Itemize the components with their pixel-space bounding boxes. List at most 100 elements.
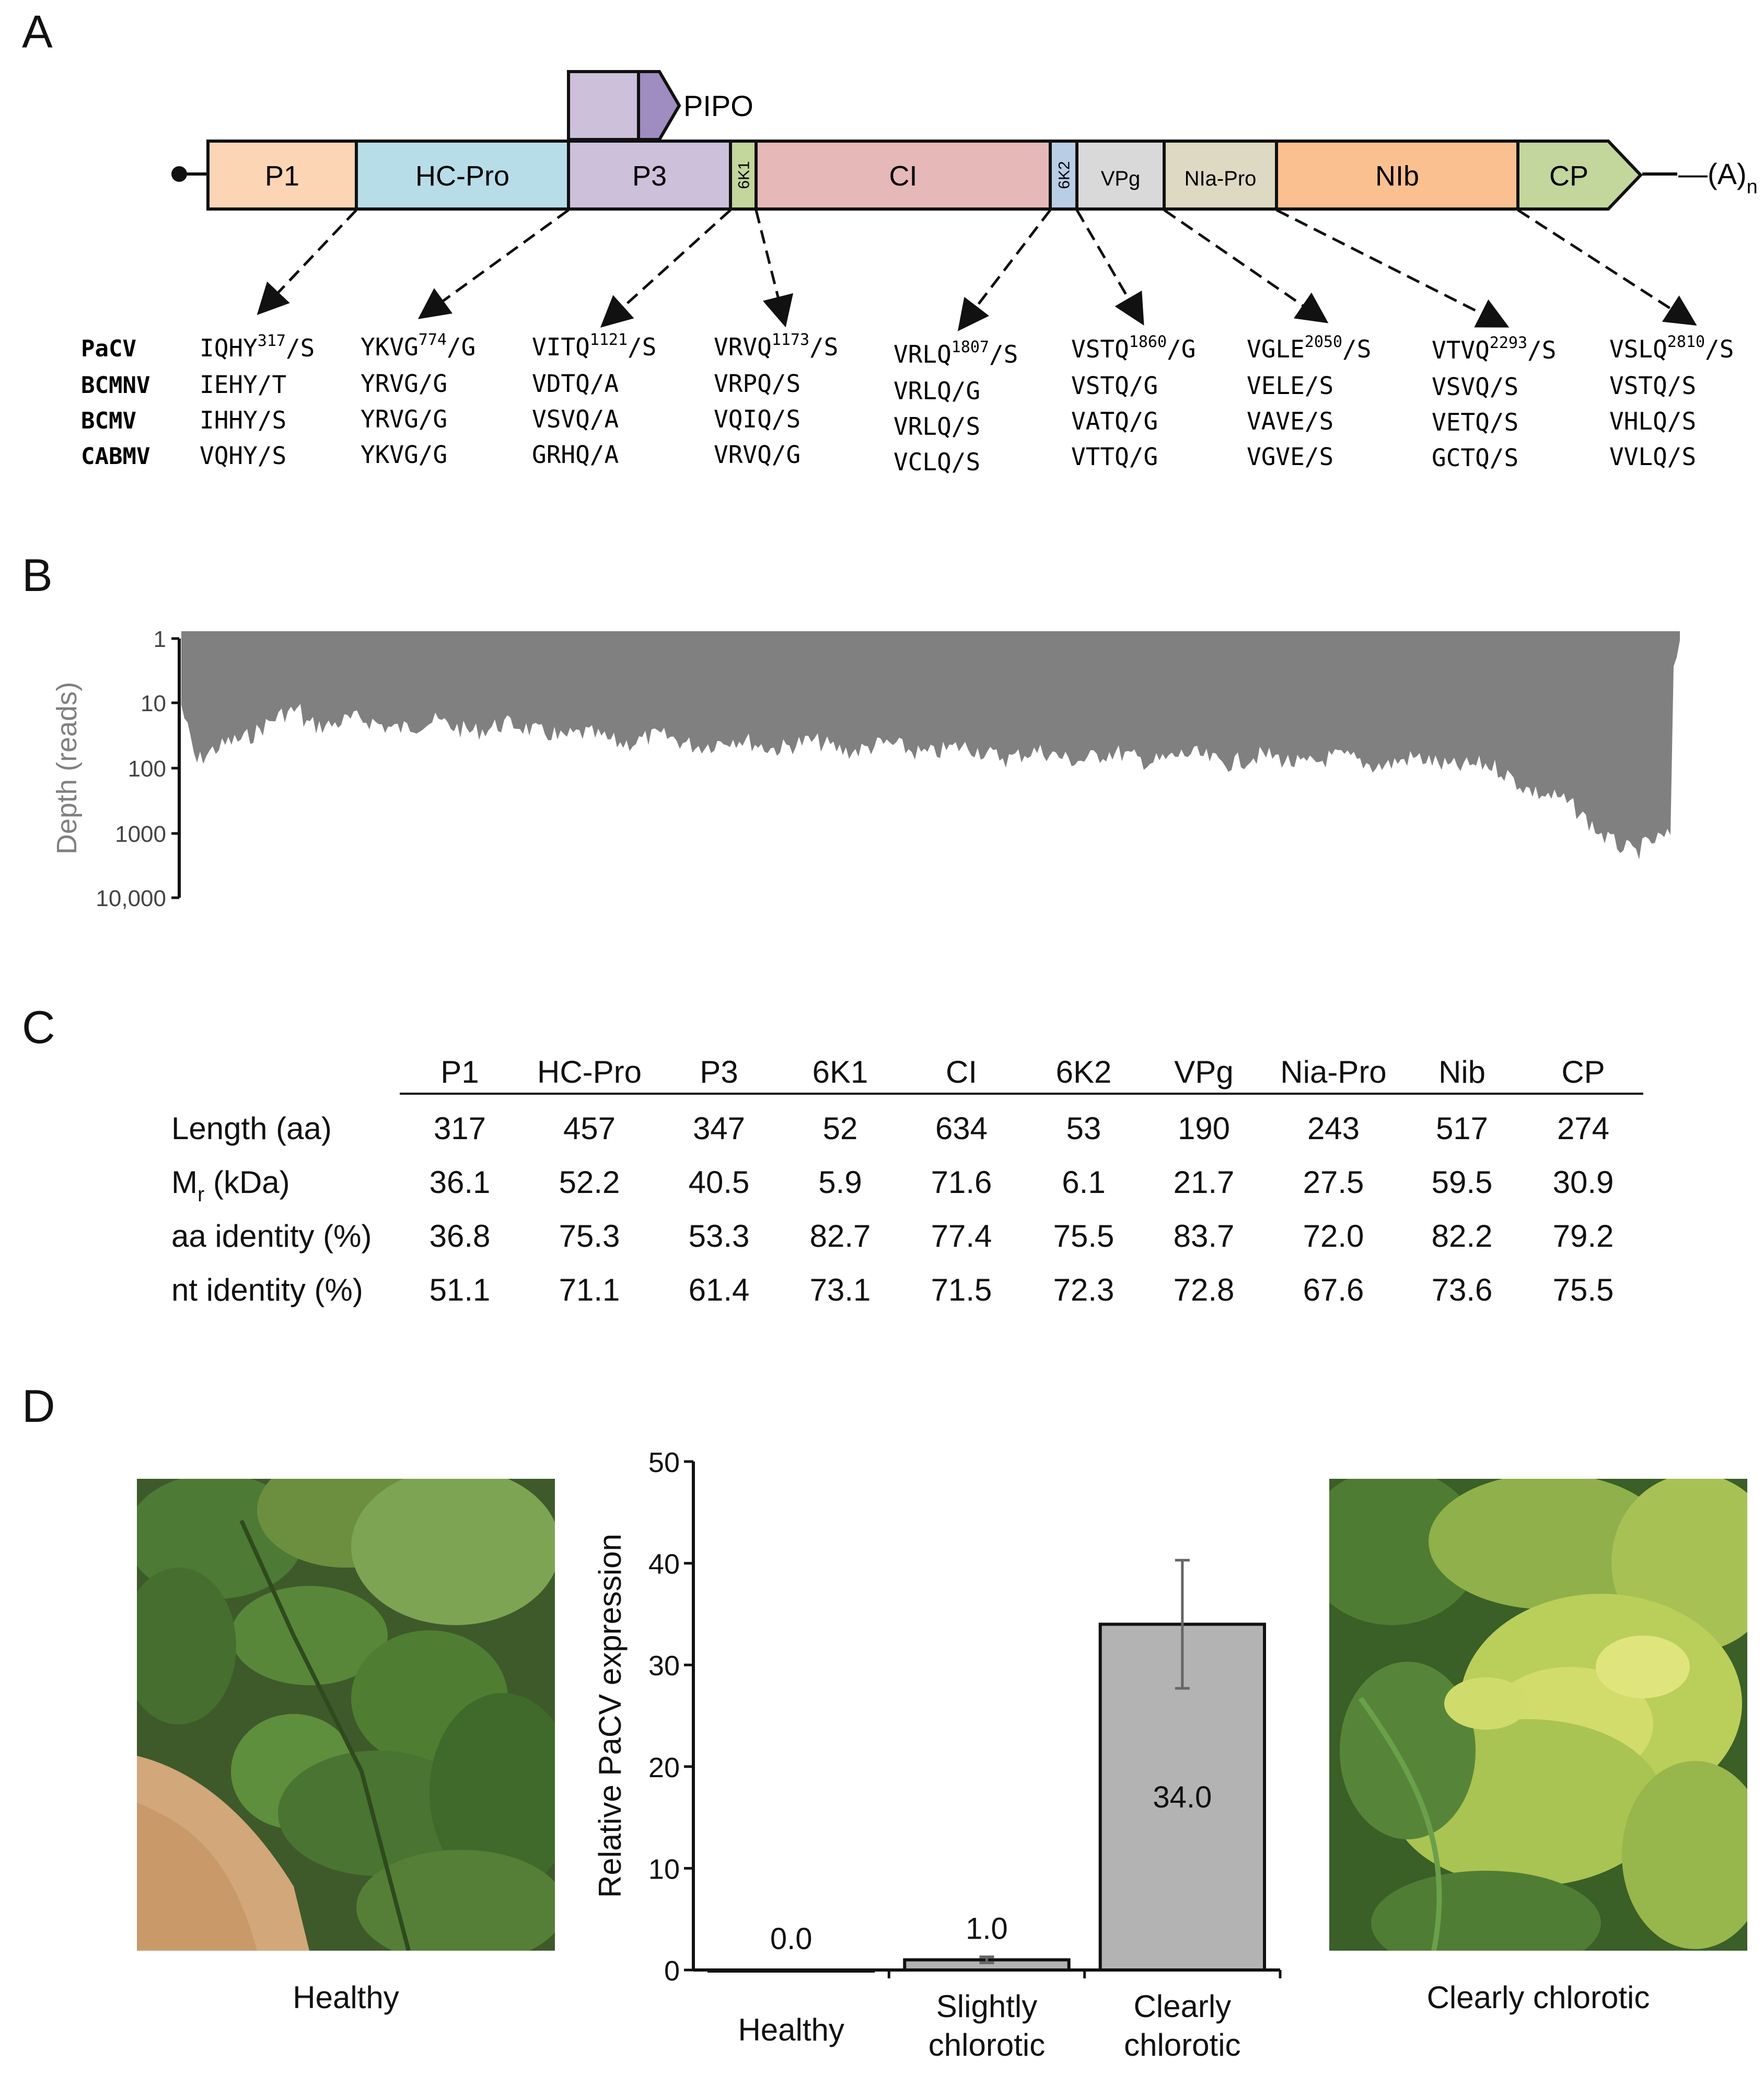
table-column-header: Nia-Pro — [1280, 1054, 1386, 1090]
table-cell: 79.2 — [1553, 1219, 1614, 1254]
y-tick-label: 50 — [648, 1447, 680, 1478]
cleavage-site: VSTQ/S — [1609, 372, 1696, 400]
x-category-label: Slightly — [936, 1989, 1037, 2024]
cleavage-site: VRVQ/G — [714, 441, 800, 469]
gene-label: CP — [1549, 160, 1588, 192]
table-cell: 75.3 — [559, 1219, 620, 1254]
cleavage-site: VDTQ/A — [532, 369, 619, 398]
chart-ylabel: Relative PaCV expression — [593, 1534, 628, 1898]
table-cell: 53.3 — [689, 1219, 750, 1254]
cleavage-site: VETQ/S — [1432, 408, 1518, 436]
table-cell: 21.7 — [1174, 1165, 1235, 1200]
x-category-label: Healthy — [738, 2012, 844, 2047]
x-category-label: chlorotic — [1124, 2027, 1240, 2062]
gene-label: NIb — [1375, 160, 1419, 192]
cleavage-site: YKVG/G — [361, 441, 447, 469]
depth-tick-label: 1000 — [115, 821, 166, 847]
cleavage-site: VATQ/G — [1071, 407, 1158, 435]
table-column-header: P1 — [440, 1054, 479, 1090]
gene-6k2 — [1049, 140, 1078, 211]
gene-p3 — [567, 140, 732, 211]
organism-label: PaCV — [81, 335, 136, 362]
cleavage-site: VSVQ/S — [1432, 373, 1518, 401]
cleavage-site-pacv: VTVQ2293/S — [1432, 334, 1556, 364]
table-cell: 83.7 — [1174, 1219, 1235, 1254]
y-tick-label: 10 — [648, 1853, 680, 1885]
table-cell: 52 — [823, 1111, 858, 1146]
gene-label: NIa-Pro — [1185, 167, 1257, 190]
panel-letter-b: B — [22, 549, 53, 601]
table-column-header: 6K2 — [1056, 1054, 1112, 1090]
cleavage-arrow — [1517, 208, 1697, 326]
depth-tick-label: 10 — [141, 691, 166, 716]
gene-label: P1 — [265, 160, 299, 192]
cleavage-site: GCTQ/S — [1432, 444, 1518, 472]
table-cell: 36.8 — [430, 1219, 491, 1254]
cleavage-site: VGVE/S — [1247, 443, 1333, 471]
table-cell: 61.4 — [689, 1272, 750, 1307]
depth-ylabel: Depth (reads) — [51, 682, 83, 854]
cleavage-site: VHLQ/S — [1609, 407, 1696, 435]
panel-letter-c: C — [22, 1001, 55, 1053]
cleavage-site: VELE/S — [1247, 372, 1333, 400]
panel-letter-d: D — [22, 1380, 55, 1432]
bar-value-label: 1.0 — [966, 1912, 1008, 1946]
table-cell: 517 — [1436, 1111, 1488, 1146]
table-cell: 77.4 — [931, 1219, 992, 1254]
cleavage-site: VRPQ/S — [714, 369, 800, 398]
table-cell: 71.5 — [931, 1272, 992, 1307]
y-tick-label: 20 — [648, 1752, 680, 1783]
table-column-header: Nib — [1438, 1054, 1486, 1090]
organism-label: BCMV — [81, 408, 136, 434]
table-cell: 71.1 — [559, 1272, 620, 1307]
cleavage-site: IEHY/T — [200, 370, 286, 399]
chlorotic-leaf-photo — [1329, 1479, 1747, 1951]
healthy-leaf-photo — [137, 1479, 555, 1951]
gene-label: CI — [889, 160, 918, 192]
table-cell: 40.5 — [689, 1165, 750, 1200]
cleavage-site: VCLQ/S — [893, 448, 980, 476]
cleavage-arrow — [600, 209, 732, 328]
cleavage-site-pacv: VRVQ1173/S — [714, 331, 838, 361]
cleavage-site: VQIQ/S — [714, 405, 800, 433]
table-cell: 59.5 — [1432, 1165, 1493, 1200]
table-cell: 72.3 — [1053, 1272, 1115, 1307]
table-column-header: P3 — [700, 1054, 738, 1090]
table-column-header: VPg — [1174, 1054, 1233, 1090]
cleavage-site-pacv: VRLQ1807/S — [893, 338, 1018, 368]
table-cell: 457 — [563, 1111, 616, 1146]
table-cell: 274 — [1557, 1111, 1609, 1146]
bar-value-label: 34.0 — [1153, 1780, 1212, 1814]
table-cell: 53 — [1066, 1111, 1101, 1146]
panel-letter-a: A — [22, 6, 53, 57]
depth-area — [181, 631, 1680, 860]
table-cell: 75.5 — [1553, 1272, 1614, 1307]
pipo-label: PIPO — [683, 89, 753, 122]
cleavage-site: VTTQ/G — [1071, 443, 1158, 471]
x-category-label: chlorotic — [929, 2027, 1045, 2062]
cleavage-table: PaCV BCMNV BCMV CABMV IQHY317/S IEHY/T IHHY/S V… — [81, 331, 1734, 476]
cleavage-arrows — [257, 208, 1697, 331]
table-cell: 51.1 — [430, 1272, 491, 1307]
expression-chart: 0 10 20 30 40 50 Relative PaCV expression 0.0 He… — [593, 1447, 1282, 2062]
gene-label: VPg — [1101, 167, 1141, 190]
cleavage-site-pacv: VGLE2050/S — [1247, 333, 1371, 363]
bar-value-label: 0.0 — [770, 1922, 813, 1956]
gene-label: 6K1 — [736, 161, 753, 189]
depth-tick-label: 1 — [154, 627, 166, 652]
cleavage-site: VSVQ/A — [532, 405, 619, 433]
table-column-header: CP — [1561, 1054, 1605, 1090]
table-cell: 634 — [935, 1111, 988, 1146]
table-column-header: 6K1 — [813, 1054, 868, 1090]
table-row-label: nt identity (%) — [171, 1272, 363, 1307]
depth-plot: 1 10 100 1000 10,000 Depth (reads) — [51, 627, 1680, 911]
cleavage-site: IHHY/S — [200, 406, 286, 434]
pipo-box — [567, 70, 640, 141]
table-cell: 5.9 — [818, 1165, 862, 1200]
cleavage-site-pacv: IQHY317/S — [200, 332, 315, 362]
cleavage-site: VVLQ/S — [1609, 443, 1696, 471]
cleavage-arrow — [957, 209, 1051, 331]
table-cell: 243 — [1307, 1111, 1360, 1146]
cleavage-site-pacv: VSLQ2810/S — [1609, 333, 1734, 363]
table-cell: 190 — [1178, 1111, 1230, 1146]
